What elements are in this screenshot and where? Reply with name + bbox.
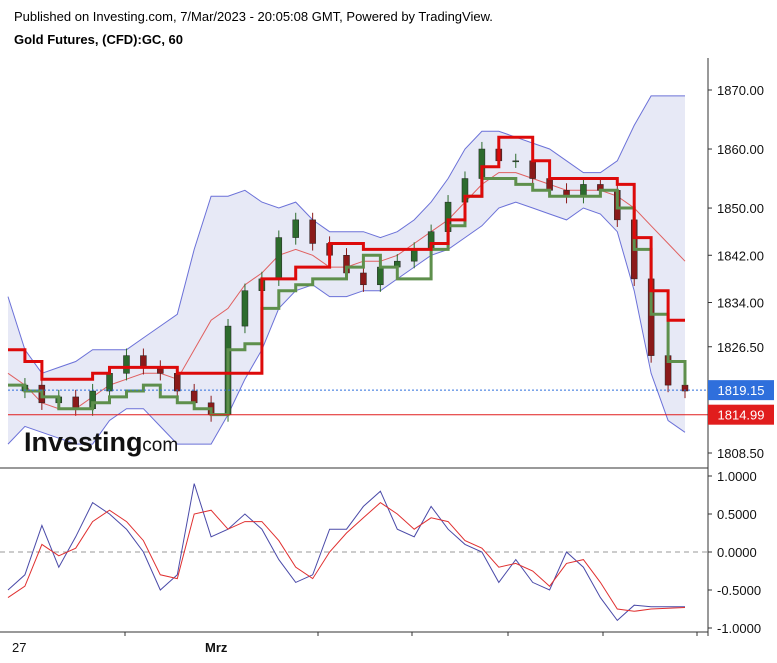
osc-y-tick-label: -1.0000 [717,621,761,636]
candle-body [72,396,79,409]
candle-body [292,219,299,238]
kijun-line [8,135,685,381]
lower-band-line [7,201,686,445]
candle-body [123,355,130,374]
upper-band-line [7,95,685,374]
price-tag-label: 1814.99 [718,408,765,423]
y-tick-label: 1808.50 [717,446,764,461]
candle-body [106,373,113,392]
oscillator-series-layer [0,483,708,622]
candle-body [410,249,418,262]
investing-logo: Investing .com [24,427,178,457]
candle-body [580,184,587,197]
candle-body [681,384,689,392]
price-tag [708,380,774,401]
x-tick-label: 27 [12,640,26,655]
publish-info: Published on Investing.com, 7/Mar/2023 -… [14,9,493,24]
candle-body [275,237,283,280]
symbol-title: Gold Futures, (CFD):GC, 60 [14,32,183,47]
logo-wordmark: Investing [24,427,143,457]
tenkan-line [8,177,687,417]
y-tick-label: 1870.00 [717,83,764,98]
y-tick-label: 1842.00 [717,248,764,263]
candle-body [546,178,553,191]
candle-body [529,160,536,179]
candle-body [360,272,367,286]
logo-suffix: .com [137,435,178,456]
candle-body [241,290,249,327]
candle-body [377,266,384,286]
osc-y-tick-label: 1.0000 [717,469,757,484]
candle-body [512,160,519,163]
osc-signal-line [7,501,686,612]
candle-body [140,355,147,368]
candle-body [174,373,181,392]
y-tick-label: 1826.50 [717,340,764,355]
x-tick-label: Mrz [205,640,228,655]
axes-layer: 1819.15 1814.99 1870.00 1860.00 1850.00 1842.… [0,58,774,655]
candle-body [190,390,198,404]
y-tick-label: 1834.00 [717,295,764,310]
candle-body [309,219,316,244]
osc-fast-line [7,483,685,622]
y-tick-label: 1850.00 [717,201,764,216]
price-tag-label: 1819.15 [718,383,765,398]
osc-y-tick-label: 0.5000 [717,507,757,522]
price-tag [708,404,774,425]
osc-y-tick-label: 0.0000 [717,545,757,560]
main-series-layer [7,95,708,445]
osc-y-tick-label: -0.5000 [717,583,761,598]
y-tick-label: 1860.00 [717,142,764,157]
